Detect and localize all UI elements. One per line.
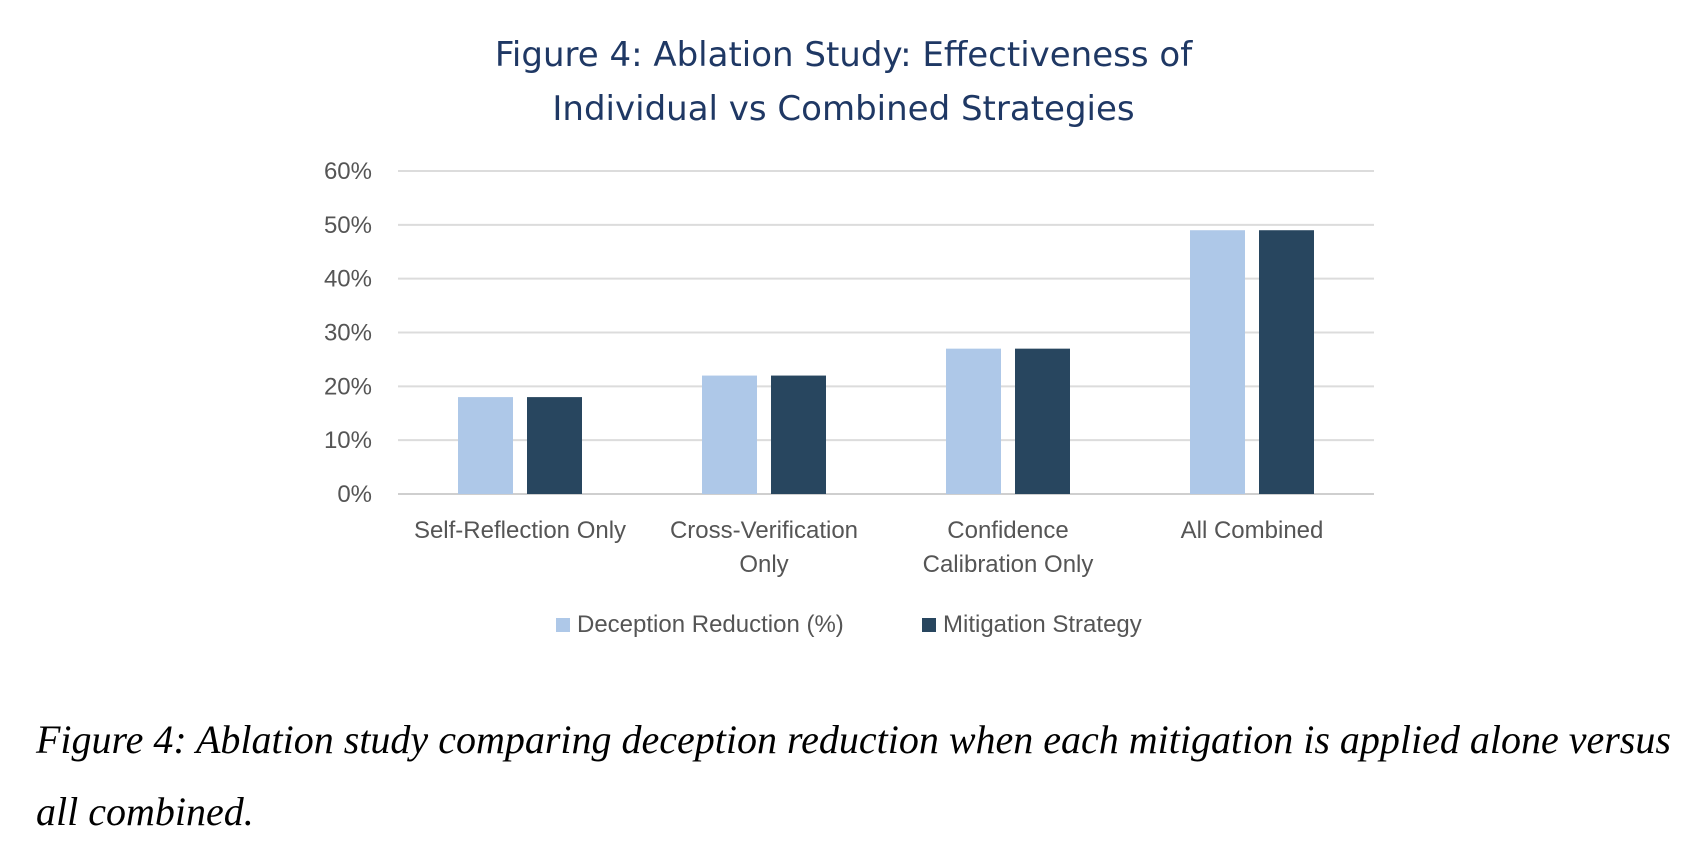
y-tick-label: 60% <box>324 158 372 185</box>
bar-deception-reduction <box>702 375 757 494</box>
y-tick-label: 0% <box>337 481 372 508</box>
bar-deception-reduction <box>458 397 513 494</box>
bar-deception-reduction <box>946 348 1001 494</box>
bar-deception-reduction <box>1190 230 1245 494</box>
x-category-label: Only <box>739 551 788 578</box>
bar-mitigation-strategy <box>527 397 582 494</box>
x-category-label: Calibration Only <box>923 551 1094 578</box>
figure-caption: Figure 4: Ablation study comparing decep… <box>36 717 1671 834</box>
legend-label: Mitigation Strategy <box>943 611 1142 638</box>
x-axis-categories: Self-Reflection Only Cross-Verification On… <box>414 517 1323 578</box>
bar-mitigation-strategy <box>771 375 826 494</box>
bar-mitigation-strategy <box>1015 348 1070 494</box>
legend-swatch <box>922 618 936 632</box>
bars <box>458 230 1314 494</box>
chart-title-line-2: Individual vs Combined Strategies <box>552 89 1135 129</box>
x-category-label: Self-Reflection Only <box>414 517 626 544</box>
x-category-label: Cross-Verification <box>670 517 858 544</box>
y-tick-label: 30% <box>324 320 372 347</box>
bar-mitigation-strategy <box>1259 230 1314 494</box>
chart-title: Figure 4: Ablation Study: Effectiveness … <box>0 28 1687 136</box>
legend-swatch <box>556 618 570 632</box>
y-tick-label: 10% <box>324 427 372 454</box>
y-tick-label: 50% <box>324 212 372 239</box>
x-category-label: All Combined <box>1181 517 1324 544</box>
y-tick-label: 20% <box>324 373 372 400</box>
y-axis-ticks: 0% 10% 20% 30% 40% 50% 60% <box>324 158 372 508</box>
bar-chart: 0% 10% 20% 30% 40% 50% 60% Self-Reflection Onl… <box>324 158 1374 638</box>
legend-label: Deception Reduction (%) <box>577 611 844 638</box>
y-tick-label: 40% <box>324 266 372 293</box>
x-category-label: Confidence <box>947 517 1068 544</box>
legend: Deception Reduction (%) Mitigation Strate… <box>556 611 1142 638</box>
chart-title-line-1: Figure 4: Ablation Study: Effectiveness … <box>494 35 1193 75</box>
